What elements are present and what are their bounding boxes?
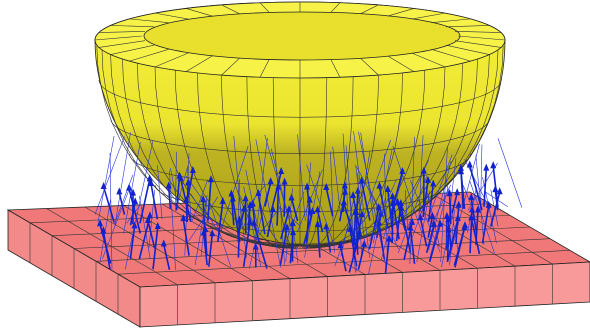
force-line xyxy=(498,138,522,207)
arrow-head xyxy=(454,188,460,195)
bowl-inner xyxy=(144,12,460,60)
page: (() => { const NS = 'http://www.w3.org/2… xyxy=(0,0,590,332)
arrow-head xyxy=(490,161,496,168)
arrow-head xyxy=(467,161,473,168)
force-line xyxy=(95,136,124,214)
fem-scene xyxy=(0,0,590,332)
arrow-head xyxy=(483,164,489,171)
force-arrow xyxy=(392,204,393,243)
force-arrow xyxy=(186,201,187,222)
arrow-head xyxy=(147,174,153,181)
